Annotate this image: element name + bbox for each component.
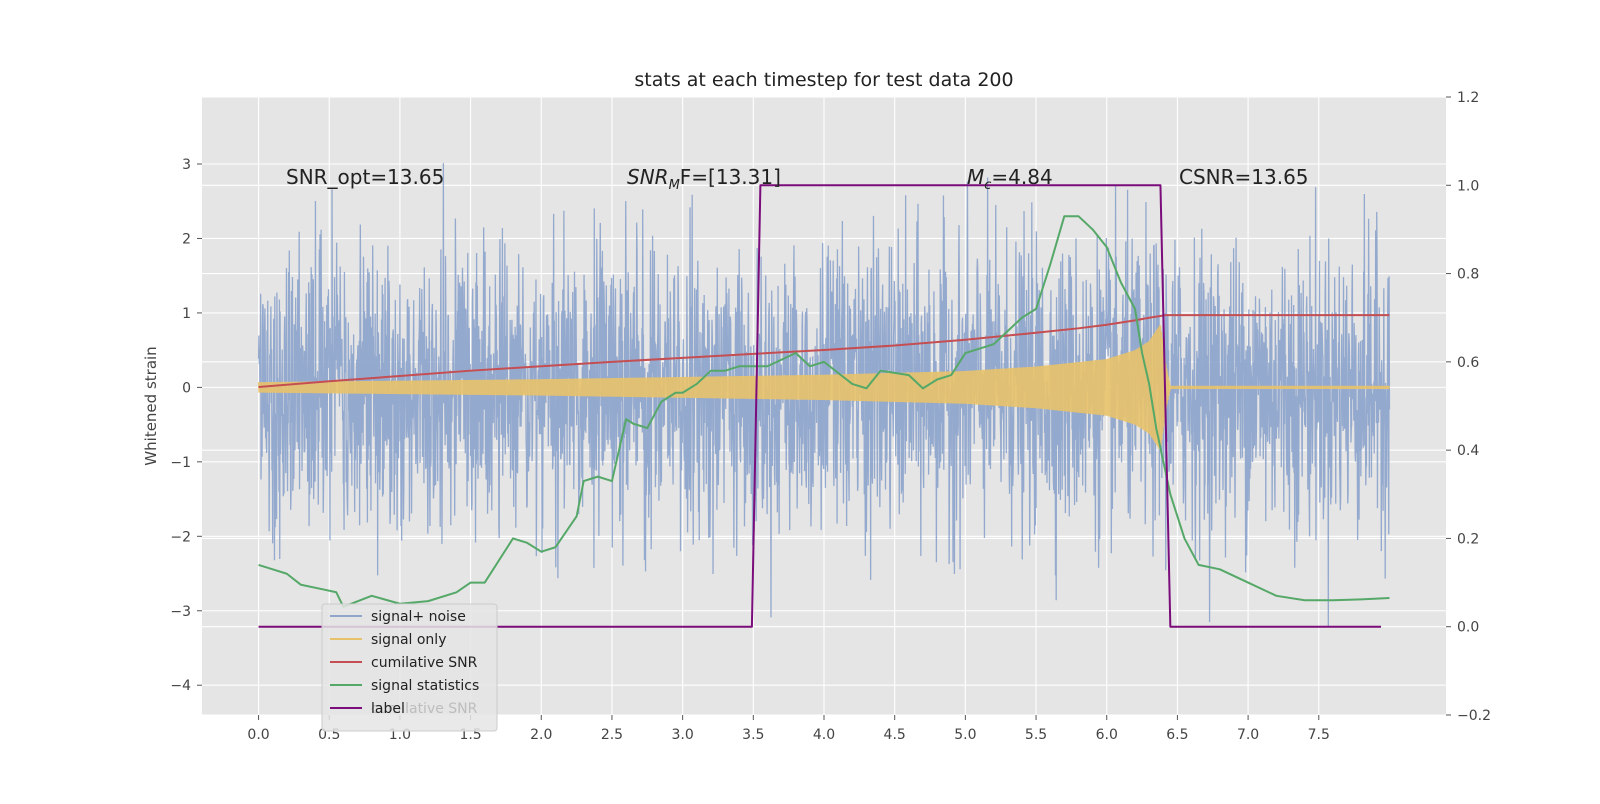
x-tick-label: 2.0 — [530, 727, 552, 743]
annotation-mc-sub: c — [984, 178, 991, 193]
legend-label: cumilative SNR — [371, 655, 478, 671]
x-tick-label: 3.0 — [672, 727, 694, 743]
y-axis-label: Whitened strain — [142, 346, 160, 465]
x-tick-label: 2.5 — [601, 727, 623, 743]
y2-tick-label: 1.2 — [1457, 90, 1479, 106]
legend-label: signal only — [371, 632, 446, 648]
y-tick-label: −3 — [170, 604, 191, 620]
y2-tick-label: −0.2 — [1457, 708, 1491, 724]
legend-box — [321, 603, 498, 732]
y-tick-label: −1 — [170, 455, 191, 471]
annotation-snr-mf-rest: F=[13.31] — [680, 165, 781, 189]
y2-tick-label: 0.2 — [1457, 531, 1479, 547]
annotation-mc-rest: =4.84 — [991, 165, 1052, 189]
y-tick-label: 0 — [182, 380, 191, 396]
series-label-line — [258, 184, 1381, 628]
y2-tick-label: 0.0 — [1457, 620, 1479, 636]
legend-ghost-text: cumilative SNR — [371, 701, 478, 717]
annotation-snr-mf-main: SNR — [627, 165, 669, 189]
y2-tick-label: 0.6 — [1457, 355, 1479, 371]
x-tick-label: 6.5 — [1166, 727, 1188, 743]
annotation-csnr: CSNR=13.65 — [1179, 165, 1309, 189]
x-tick-label: 5.0 — [954, 727, 976, 743]
y-tick-label: −4 — [170, 678, 191, 694]
x-tick-label: 6.0 — [1096, 727, 1118, 743]
x-tick-label: 5.5 — [1025, 727, 1047, 743]
series-cumilative-snr-line — [258, 314, 1390, 389]
series-signal-statistics-line — [258, 215, 1390, 608]
y-tick-label: −2 — [170, 529, 191, 545]
x-tick-label: 4.0 — [813, 727, 835, 743]
annotation-mc: Mc=4.84 — [967, 165, 1053, 193]
y-tick-label: 1 — [182, 306, 191, 322]
legend-label: signal statistics — [371, 678, 479, 694]
chart-title: stats at each timestep for test data 200 — [634, 69, 1013, 91]
annotation-mc-main: M — [967, 165, 984, 189]
y-tick-label: 2 — [182, 231, 191, 247]
annotation-snr-opt: SNR_opt=13.65 — [286, 165, 444, 189]
y-tick-label: 3 — [182, 157, 191, 173]
y2-tick-label: 1.0 — [1457, 178, 1479, 194]
x-tick-label: 7.5 — [1308, 727, 1330, 743]
legend-label: signal+ noise — [371, 609, 466, 625]
annotation-snr-mf-sub: M — [669, 178, 680, 193]
x-tick-label: 7.0 — [1237, 727, 1259, 743]
y2-tick-label: 0.4 — [1457, 443, 1479, 459]
annotation-snr-mf: SNRMF=[13.31] — [627, 165, 781, 193]
x-tick-label: 4.5 — [884, 727, 906, 743]
series-signal-only-line — [257, 325, 1391, 451]
x-tick-label: 0.0 — [247, 727, 269, 743]
x-tick-label: 3.5 — [742, 727, 764, 743]
legend-label: label — [371, 701, 405, 717]
y2-tick-label: 0.8 — [1457, 267, 1479, 283]
